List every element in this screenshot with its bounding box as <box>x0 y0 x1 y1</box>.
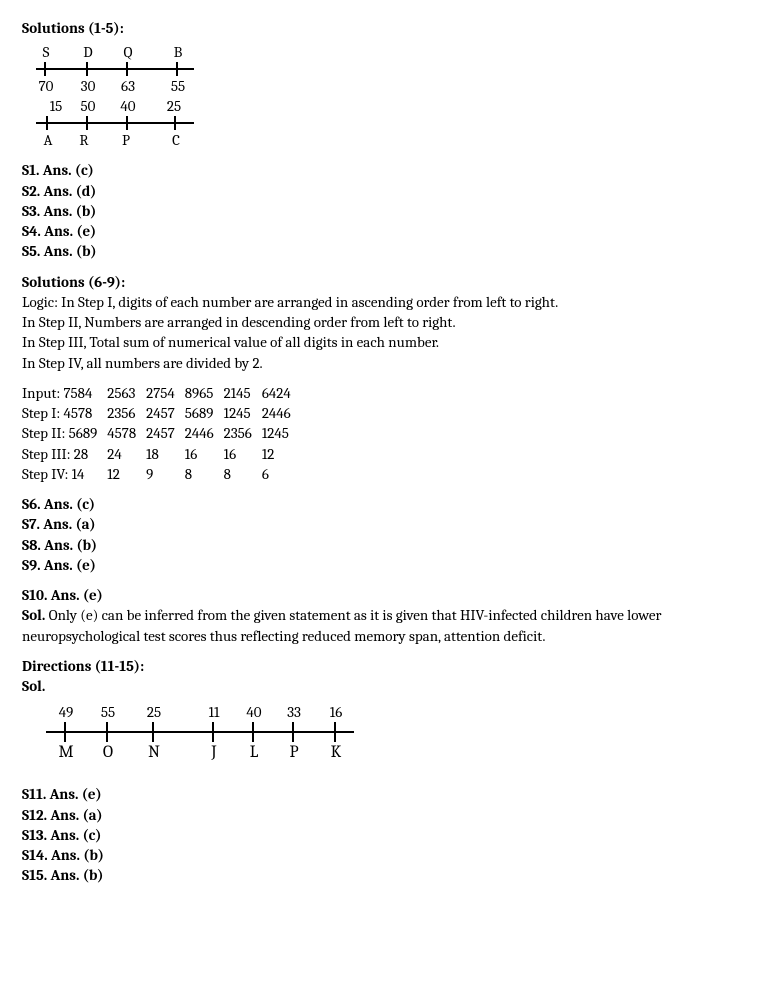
diagram-label: M <box>58 742 73 765</box>
table-row: Step IV: 14129886 <box>22 464 301 484</box>
table-cell: 4578 <box>107 423 146 443</box>
diagram-label: S <box>43 42 50 62</box>
diagram-label: L <box>250 742 259 765</box>
table-cell: 16 <box>224 444 262 464</box>
table-cell: 12 <box>107 464 146 484</box>
logic-line: In Step III, Total sum of numerical valu… <box>22 332 742 352</box>
table-cell: 12 <box>262 444 301 464</box>
answer-line: S15. Ans. (b) <box>22 865 742 885</box>
table-cell: 2446 <box>185 423 224 443</box>
table-row: Step III: 282418161612 <box>22 444 301 464</box>
diagram-label: 33 <box>287 702 301 722</box>
s10-heading: S10. Ans. (e) <box>22 585 742 605</box>
table-cell: Step III: 28 <box>22 444 107 464</box>
diagram-2: 49 55 25 11 40 33 16 M O N J L P K <box>26 702 386 766</box>
answer-line: S11. Ans. (e) <box>22 784 742 804</box>
table-row: Step II: 568945782457244623561245 <box>22 423 301 443</box>
table-cell: 2356 <box>224 423 262 443</box>
table-cell: 2356 <box>107 403 146 423</box>
table-row: Step I: 457823562457568912452446 <box>22 403 301 423</box>
answer-line: S7. Ans. (a) <box>22 514 742 534</box>
answer-line: S14. Ans. (b) <box>22 845 742 865</box>
table-cell: 8965 <box>185 383 224 403</box>
table-cell: 1245 <box>262 423 301 443</box>
answer-line: S1. Ans. (c) <box>22 160 742 180</box>
diagram-label: D <box>83 42 92 62</box>
diagram-1: S D Q B 70 30 63 55 15 50 40 25 A R P C <box>26 42 226 150</box>
diagram-label: C <box>172 130 180 150</box>
diagram-label: R <box>79 130 88 150</box>
diagram-label: Q <box>124 42 133 62</box>
logic-text: Logic: In Step I, digits of each number … <box>22 292 742 373</box>
diagram-label: 25 <box>147 702 161 722</box>
diagram-label: 40 <box>120 96 135 116</box>
table-cell: 6424 <box>262 383 301 403</box>
diagram-label: 49 <box>59 702 74 722</box>
table-row: Input: 758425632754896521456424 <box>22 383 301 403</box>
table-cell: Step I: 4578 <box>22 403 107 423</box>
diagram-label: 55 <box>101 702 115 722</box>
diagram-label: 55 <box>171 76 185 96</box>
answers-6-9: S6. Ans. (c)S7. Ans. (a)S8. Ans. (b)S9. … <box>22 494 742 575</box>
diagram-label: 30 <box>81 76 96 96</box>
answer-line: S13. Ans. (c) <box>22 825 742 845</box>
diagram-label: 15 <box>50 96 63 116</box>
diagram-label: N <box>148 742 160 765</box>
table-cell: 6 <box>262 464 301 484</box>
steps-block: Input: 758425632754896521456424Step I: 4… <box>22 383 742 484</box>
answers-11-15: S11. Ans. (e)S12. Ans. (a)S13. Ans. (c)S… <box>22 784 742 885</box>
diagram-label: 25 <box>167 96 181 116</box>
diagram-label: A <box>44 130 53 150</box>
diagram-label: 16 <box>330 702 342 722</box>
diagram-label: J <box>211 742 216 765</box>
table-cell: 2446 <box>262 403 301 423</box>
diagram-label: 50 <box>81 96 96 116</box>
table-cell: Step IV: 14 <box>22 464 107 484</box>
table-cell: 8 <box>185 464 224 484</box>
diagram-label: 63 <box>121 76 135 96</box>
diagram-label: 11 <box>209 702 220 722</box>
table-cell: 2754 <box>146 383 185 403</box>
answer-line: S8. Ans. (b) <box>22 535 742 555</box>
table-cell: Step II: 5689 <box>22 423 107 443</box>
solutions-6-9-heading: Solutions (6-9): <box>22 272 742 292</box>
table-cell: 5689 <box>185 403 224 423</box>
table-cell: 2457 <box>146 403 185 423</box>
answer-line: S6. Ans. (c) <box>22 494 742 514</box>
diagram-label: O <box>103 742 113 765</box>
answer-line: S12. Ans. (a) <box>22 805 742 825</box>
logic-line: Logic: In Step I, digits of each number … <box>22 292 742 312</box>
answer-line: S5. Ans. (b) <box>22 241 742 261</box>
answers-1-5: S1. Ans. (c)S2. Ans. (d)S3. Ans. (b)S4. … <box>22 160 742 261</box>
answer-line: S3. Ans. (b) <box>22 201 742 221</box>
diagram-label: P <box>122 130 130 150</box>
diagram-label: P <box>289 742 298 765</box>
table-cell: 9 <box>146 464 185 484</box>
table-cell: 2457 <box>146 423 185 443</box>
table-cell: 8 <box>224 464 262 484</box>
answer-line: S2. Ans. (d) <box>22 181 742 201</box>
directions-11-15-heading: Directions (11-15): <box>22 656 742 676</box>
table-cell: 18 <box>146 444 185 464</box>
table-cell: 16 <box>185 444 224 464</box>
diagram-label: 70 <box>39 76 54 96</box>
s10-solution: Sol. Only (e) can be inferred from the g… <box>22 605 742 646</box>
logic-line: In Step II, Numbers are arranged in desc… <box>22 312 742 332</box>
table-cell: Input: 7584 <box>22 383 107 403</box>
diagram-label: 40 <box>246 702 261 722</box>
diagram-label: B <box>174 42 183 62</box>
table-cell: 1245 <box>224 403 262 423</box>
answer-line: S4. Ans. (e) <box>22 221 742 241</box>
answer-line: S9. Ans. (e) <box>22 555 742 575</box>
table-cell: 24 <box>107 444 146 464</box>
logic-line: In Step IV, all numbers are divided by 2… <box>22 353 742 373</box>
solutions-1-5-heading: Solutions (1-5): <box>22 18 742 38</box>
sol-label: Sol. <box>22 676 742 696</box>
diagram-label: K <box>331 742 342 765</box>
s10-block: S10. Ans. (e) Sol. Only (e) can be infer… <box>22 585 742 646</box>
table-cell: 2145 <box>224 383 262 403</box>
table-cell: 2563 <box>107 383 146 403</box>
